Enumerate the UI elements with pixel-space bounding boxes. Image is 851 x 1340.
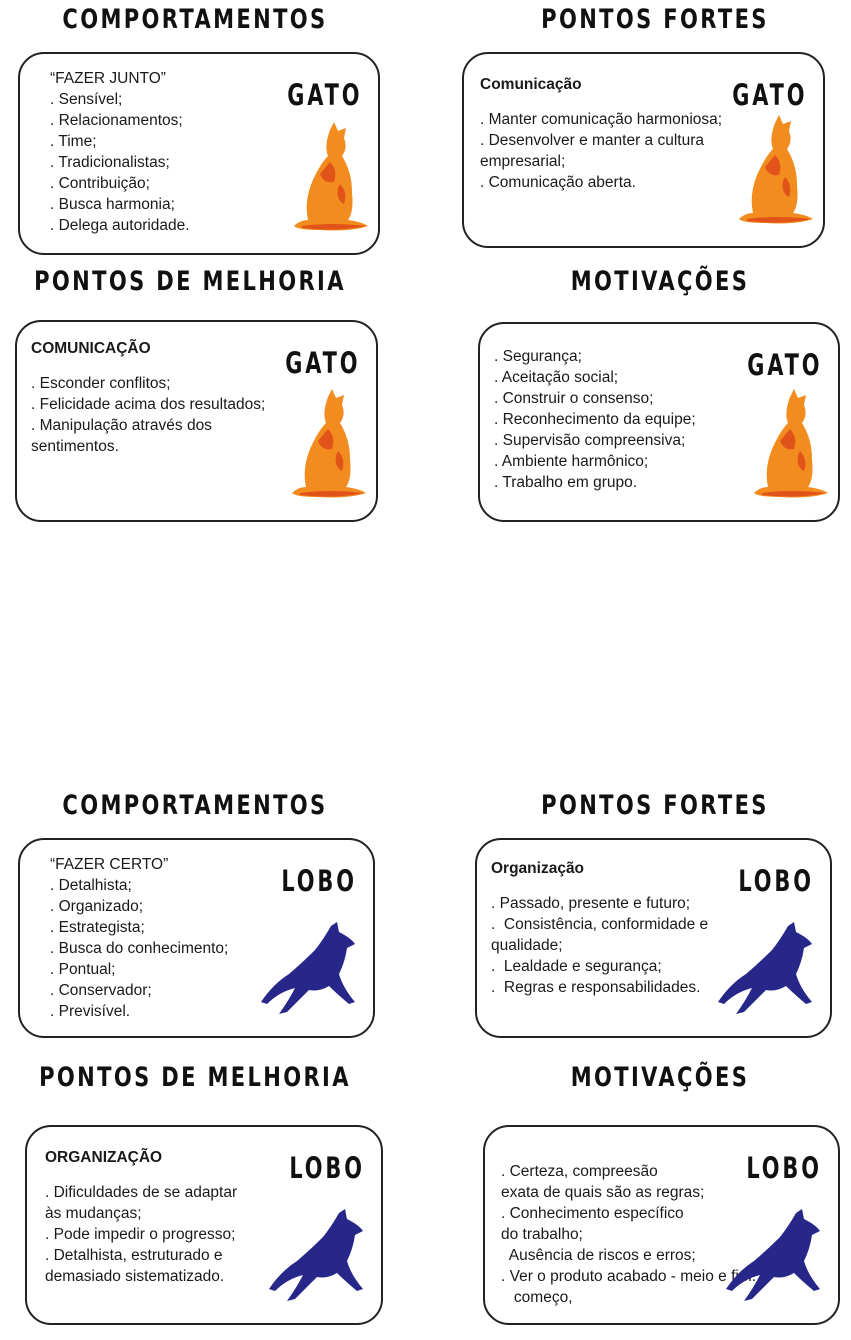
wolf-icon	[724, 1209, 824, 1309]
list-item: . Contribuição;	[50, 175, 150, 192]
profile-card: LOBO “FAZER CERTO” . Detalhista; . Organiza…	[18, 838, 375, 1038]
list-item: qualidade;	[491, 937, 563, 954]
animal-label: LOBO	[281, 864, 357, 898]
animal-label: LOBO	[289, 1151, 365, 1185]
list-item: demasiado sistematizado.	[45, 1268, 225, 1285]
list-item: . Pode impedir o progresso;	[45, 1226, 236, 1243]
profile-card: GATO “FAZER JUNTO” . Sensível; . Relacionam…	[18, 52, 380, 255]
cat-icon	[735, 115, 815, 230]
list-item: . Manipulação através dos	[31, 417, 212, 434]
list-item: . Relacionamentos;	[50, 112, 183, 129]
animal-label: GATO	[286, 78, 362, 112]
list-item: . Conhecimento específico	[501, 1205, 684, 1222]
profile-card: LOBO ORGANIZAÇÃO . Dificuldades de se adap…	[25, 1125, 383, 1325]
card-text: . Certeza, compreesão exata de quais são …	[501, 1161, 756, 1308]
profile-card: GATO . Segurança; . Aceitação social; . Con…	[478, 322, 840, 522]
list-item: . Consistência, conformidade e	[491, 916, 709, 933]
list-item: . Tradicionalistas;	[50, 154, 170, 171]
section-heading: PONTOS DE MELHORIA	[39, 1062, 351, 1093]
card-title: Organização	[491, 860, 585, 877]
list-item: . Felicidade acima dos resultados;	[31, 396, 266, 413]
wolf-icon	[267, 1209, 367, 1309]
section-heading: MOTIVAÇÕES	[570, 266, 750, 297]
list-item: . Sensível;	[50, 91, 123, 108]
list-item: . Certeza, compreesão	[501, 1163, 658, 1180]
list-item: . Time;	[50, 133, 97, 150]
card-text: ORGANIZAÇÃO . Dificuldades de se adaptar à…	[45, 1147, 237, 1287]
list-item: . Estrategista;	[50, 919, 145, 936]
cat-icon	[288, 389, 368, 504]
animal-label: GATO	[284, 346, 360, 380]
animal-label: LOBO	[738, 864, 814, 898]
list-item: . Supervisão compreensiva;	[494, 432, 686, 449]
list-item: sentimentos.	[31, 438, 119, 455]
list-item: exata de quais são as regras;	[501, 1184, 705, 1201]
list-item: “FAZER JUNTO”	[50, 70, 166, 87]
list-item: . Comunicação aberta.	[480, 174, 636, 191]
animal-label: GATO	[746, 348, 822, 382]
section-heading: MOTIVAÇÕES	[570, 1062, 750, 1093]
section-heading: COMPORTAMENTOS	[62, 4, 328, 35]
list-item: às mudanças;	[45, 1205, 142, 1222]
card-text: . Segurança; . Aceitação social; . Constru…	[494, 346, 696, 493]
list-item: . Construir o consenso;	[494, 390, 654, 407]
list-item: . Manter comunicação harmoniosa;	[480, 111, 723, 128]
list-item: . Conservador;	[50, 982, 152, 999]
list-item: começo,	[501, 1289, 573, 1306]
list-item: . Trabalho em grupo.	[494, 474, 638, 491]
list-item: . Esconder conflitos;	[31, 375, 171, 392]
list-item: . Reconhecimento da equipe;	[494, 411, 696, 428]
list-item: . Dificuldades de se adaptar	[45, 1184, 238, 1201]
cat-icon	[750, 389, 830, 504]
card-text: “FAZER JUNTO” . Sensível; . Relacionamento…	[50, 68, 190, 236]
animal-label: LOBO	[746, 1151, 822, 1185]
list-item: . Delega autoridade.	[50, 217, 190, 234]
list-item: . Segurança;	[494, 348, 582, 365]
list-item: do trabalho;	[501, 1226, 583, 1243]
list-item: empresarial;	[480, 153, 566, 170]
list-item: . Busca harmonia;	[50, 196, 175, 213]
card-text: “FAZER CERTO” . Detalhista; . Organizado;.…	[50, 854, 228, 1022]
card-title: Comunicação	[480, 76, 582, 93]
list-item: . Aceitação social;	[494, 369, 619, 386]
list-item: . Regras e responsabilidades.	[491, 979, 701, 996]
profile-card: LOBO . Certeza, compreesão exata de quais …	[483, 1125, 840, 1325]
card-text: Comunicação . Manter comunicação harmonio…	[480, 74, 722, 193]
profile-card: GATO COMUNICAÇÃO . Esconder conflitos; . Fe…	[15, 320, 378, 522]
card-title: COMUNICAÇÃO	[31, 340, 151, 357]
list-item: . Pontual;	[50, 961, 116, 978]
profile-card: LOBO Organização . Passado, presente e fut…	[475, 838, 832, 1038]
section-heading: PONTOS DE MELHORIA	[34, 266, 346, 297]
list-item: “FAZER CERTO”	[50, 856, 169, 873]
card-title: ORGANIZAÇÃO	[45, 1149, 163, 1166]
section-heading: PONTOS FORTES	[541, 4, 769, 35]
profile-card: GATO Comunicação . Manter comunicação harm…	[462, 52, 825, 248]
list-item: . Ver o produto acabado - meio e fim.	[501, 1268, 757, 1285]
list-item: . Previsível.	[50, 1003, 131, 1020]
list-item: . Detalhista;	[50, 877, 132, 894]
list-item: . Passado, presente e futuro;	[491, 895, 691, 912]
card-text: Organização . Passado, presente e futuro;…	[491, 858, 708, 998]
list-item: . Ambiente harmônico;	[494, 453, 649, 470]
section-heading: PONTOS FORTES	[541, 790, 769, 821]
list-item: . Desenvolver e manter a cultura	[480, 132, 704, 149]
list-item: . Organizado;	[50, 898, 144, 915]
cat-icon	[290, 122, 370, 237]
card-text: COMUNICAÇÃO . Esconder conflitos; . Felici…	[31, 338, 265, 457]
list-item: . Detalhista, estruturado e	[45, 1247, 223, 1264]
wolf-icon	[259, 922, 359, 1022]
list-item: . Lealdade e segurança;	[491, 958, 662, 975]
section-heading: COMPORTAMENTOS	[62, 790, 328, 821]
list-item: . Busca do conhecimento;	[50, 940, 229, 957]
animal-label: GATO	[731, 78, 807, 112]
list-item: Ausência de riscos e erros;	[501, 1247, 696, 1264]
wolf-icon	[716, 922, 816, 1022]
